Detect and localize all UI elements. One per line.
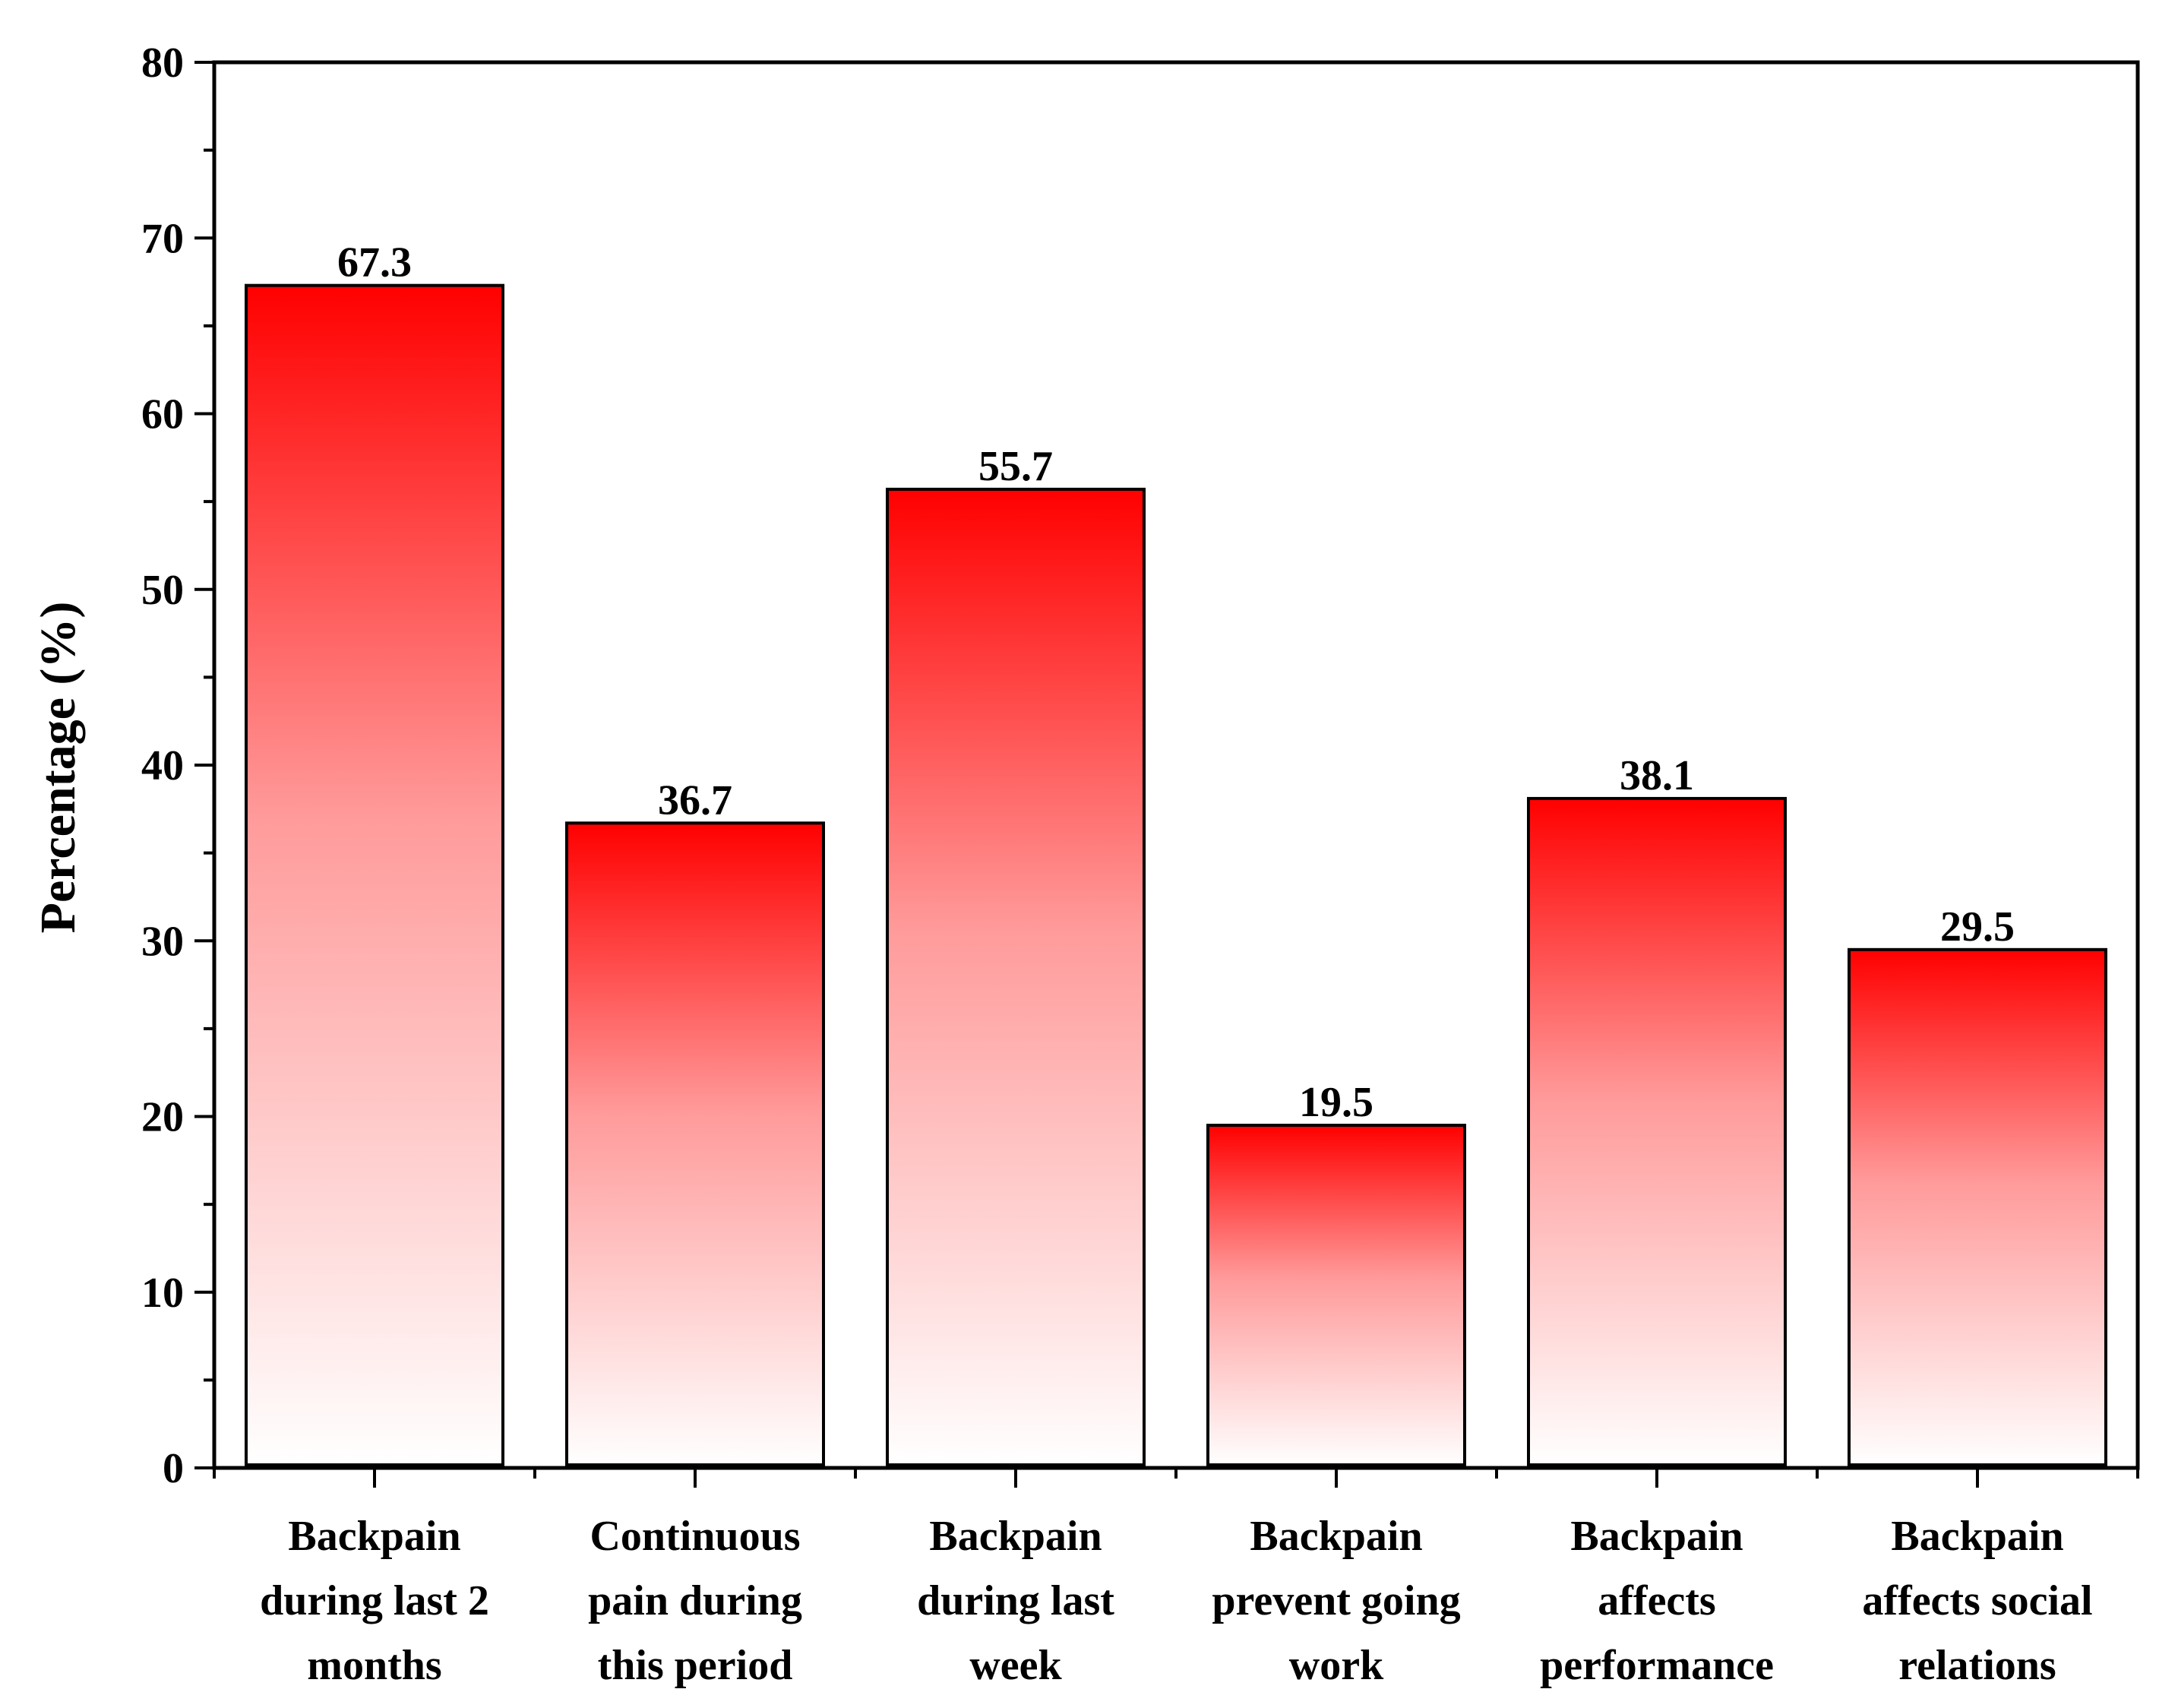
y-tick-label: 0 (163, 1445, 184, 1492)
y-tick-label: 20 (141, 1094, 184, 1141)
x-tick-label: Backpain (929, 1513, 1102, 1560)
bar-value-label: 55.7 (978, 443, 1053, 490)
y-tick-label: 50 (141, 567, 184, 614)
x-ticks-group (213, 1468, 2139, 1488)
x-tick-label: Backpain (1891, 1513, 2063, 1560)
x-tick-label: Backpain (1250, 1513, 1422, 1560)
bar (1527, 796, 1787, 1466)
bar (1206, 1124, 1466, 1466)
x-tick-label: Continuous (590, 1513, 800, 1560)
x-tick-label: pain during (588, 1577, 802, 1624)
bar-value-label: 67.3 (337, 239, 412, 286)
y-tick-label: 40 (141, 742, 184, 789)
x-tick-label: affects social (1862, 1577, 2092, 1624)
y-tick-label: 30 (141, 918, 184, 965)
bar (1848, 947, 2107, 1466)
x-tick-label: work (1289, 1642, 1384, 1689)
x-tick-label: week (969, 1642, 1062, 1689)
x-tick-label: prevent going (1212, 1577, 1460, 1624)
category-labels-group: Backpain during last 2 months Continuous pai… (260, 1513, 2093, 1689)
y-tick-label: 60 (141, 391, 184, 438)
bar-value-label: 38.1 (1620, 752, 1694, 799)
x-tick-label: this period (598, 1642, 793, 1689)
x-tick-label: months (307, 1642, 441, 1689)
x-tick-label: Backpain (288, 1513, 460, 1560)
bars-group (245, 283, 2107, 1466)
bar (565, 821, 825, 1466)
y-tick-label: 70 (141, 215, 184, 262)
y-axis-title: Percentage (%) (30, 602, 86, 934)
bar-value-label: 19.5 (1299, 1079, 1373, 1126)
x-tick-label: Backpain (1570, 1513, 1743, 1560)
x-tick-label: affects (1598, 1577, 1715, 1624)
x-tick-label: performance (1540, 1642, 1774, 1689)
x-tick-label: during last 2 (260, 1577, 489, 1624)
bar-value-label: 29.5 (1940, 903, 2015, 950)
bar (245, 283, 504, 1466)
y-ticks-group: 0 10 20 30 40 50 60 70 80 (141, 40, 214, 1492)
y-tick-label: 10 (141, 1270, 184, 1317)
x-tick-label: relations (1898, 1642, 2056, 1689)
bar (886, 487, 1146, 1466)
x-tick-label: during last (917, 1577, 1114, 1624)
y-tick-label: 80 (141, 40, 184, 87)
bar-value-label: 36.7 (658, 777, 732, 824)
value-labels-group: 67.3 36.7 55.7 19.5 38.1 29.5 (337, 239, 2015, 1126)
